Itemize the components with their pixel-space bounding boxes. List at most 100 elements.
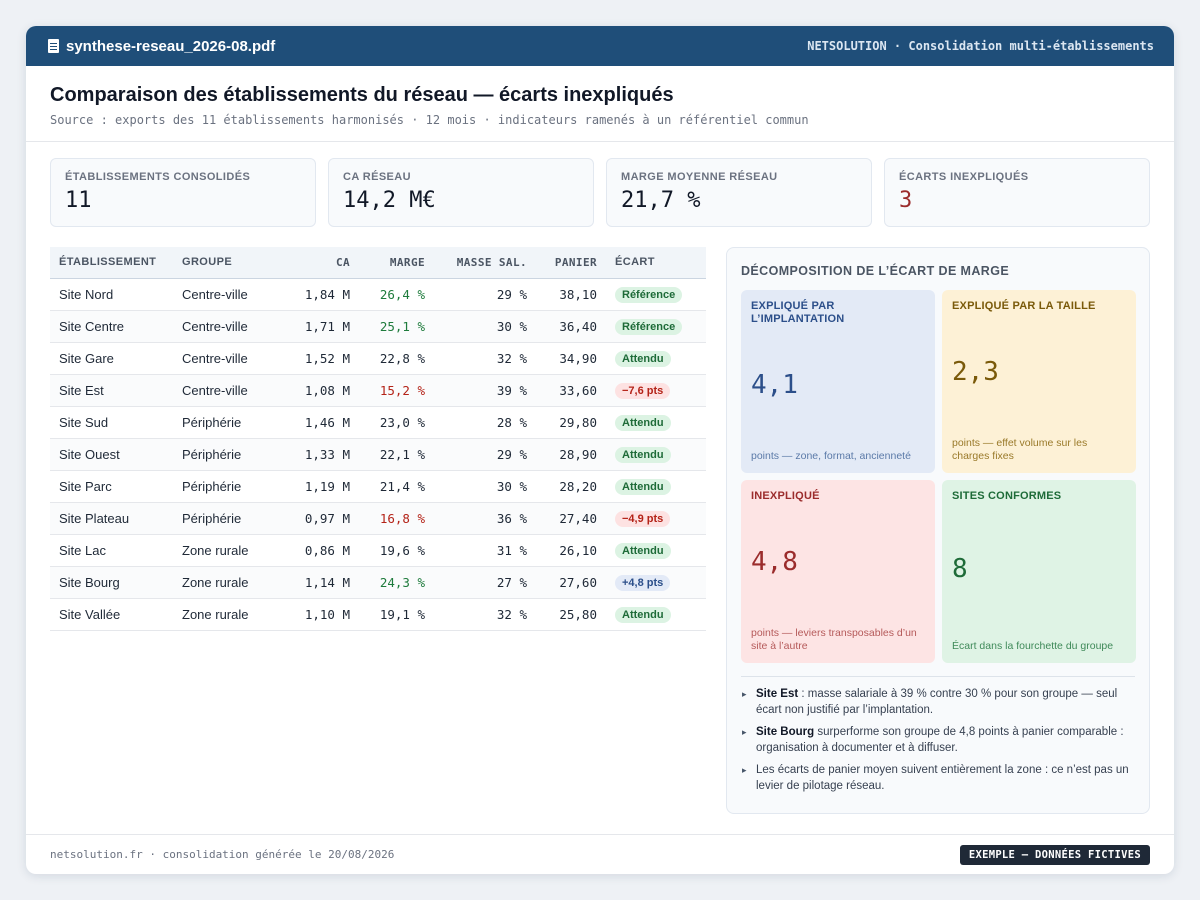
decomposition-panel: DÉCOMPOSITION DE L’ÉCART DE MARGE EXPLIQ… [726, 247, 1150, 814]
analysis-notes: Site Est : masse salariale à 39 % contre… [741, 676, 1135, 794]
decomposition-grid: EXPLIQUÉ PAR L’IMPLANTATION 4,1 points —… [741, 290, 1136, 663]
ecart-badge: −7,6 pts [615, 382, 671, 399]
cell-panier: 26,10 [527, 534, 597, 567]
ecart-badge: Attendu [615, 606, 671, 623]
cell-note: points — leviers transposables d’un site… [751, 627, 917, 652]
ecart-badge: Attendu [615, 446, 671, 463]
sites-table-wrapper: ÉTABLISSEMENT GROUPE CA MARGE MASSE SAL.… [50, 247, 706, 814]
table-row: Site Est Centre-ville 1,08 M 15,2 % 39 % 33,6… [50, 374, 706, 407]
cell-groupe: Zone rurale [182, 534, 282, 567]
cell-ca: 0,86 M [282, 534, 350, 567]
cell-ca: 1,71 M [282, 310, 350, 343]
table-row: Site Bourg Zone rurale 1,14 M 24,3 % 27 % 27,… [50, 566, 706, 599]
table-row: Site Centre Centre-ville 1,71 M 25,1 % 30 % 3… [50, 310, 706, 343]
cell-site: Site Nord [50, 278, 182, 311]
cell-groupe: Centre-ville [182, 310, 282, 343]
sites-table: ÉTABLISSEMENT GROUPE CA MARGE MASSE SAL.… [50, 247, 706, 631]
cell-groupe: Périphérie [182, 438, 282, 471]
col-header-masse: MASSE SAL. [425, 247, 527, 279]
cell-panier: 28,20 [527, 470, 597, 503]
cell-implantation: EXPLIQUÉ PAR L’IMPLANTATION 4,1 points —… [741, 290, 935, 473]
cell-ecart: Attendu [597, 598, 706, 631]
cell-marge: 26,4 % [350, 278, 425, 311]
cell-masse: 36 % [425, 502, 527, 535]
table-row: Site Ouest Périphérie 1,33 M 22,1 % 29 % 28,9… [50, 438, 706, 471]
cell-site: Site Vallée [50, 598, 182, 631]
cell-groupe: Centre-ville [182, 374, 282, 407]
cell-site: Site Plateau [50, 502, 182, 535]
cell-site: Site Bourg [50, 566, 182, 599]
cell-ecart: +4,8 pts [597, 566, 706, 599]
kpi-card-marge: MARGE MOYENNE RÉSEAU 21,7 % [606, 158, 872, 227]
cell-value: 4,1 [751, 370, 798, 400]
cell-ecart: Attendu [597, 534, 706, 567]
cell-marge: 19,6 % [350, 534, 425, 567]
cell-masse: 29 % [425, 278, 527, 311]
cell-masse: 30 % [425, 310, 527, 343]
cell-groupe: Périphérie [182, 470, 282, 503]
table-header-row: ÉTABLISSEMENT GROUPE CA MARGE MASSE SAL.… [50, 247, 706, 279]
cell-panier: 28,90 [527, 438, 597, 471]
cell-conformes: SITES CONFORMES 8 Écart dans la fourchet… [942, 480, 1136, 663]
kpi-label: MARGE MOYENNE RÉSEAU [621, 171, 778, 183]
cell-note: points — zone, format, ancienneté [751, 450, 911, 462]
col-header-panier: PANIER [527, 247, 597, 279]
footer-text: netsolution.fr · consolidation générée l… [50, 848, 395, 861]
cell-groupe: Zone rurale [182, 598, 282, 631]
cell-marge: 25,1 % [350, 310, 425, 343]
cell-site: Site Centre [50, 310, 182, 343]
brand-label: NETSOLUTION · Consolidation multi-établi… [807, 39, 1154, 53]
cell-value: 4,8 [751, 547, 798, 577]
note-item: Site Est : masse salariale à 39 % contre… [741, 686, 1135, 718]
ecart-badge: Attendu [615, 478, 671, 495]
cell-marge: 22,8 % [350, 342, 425, 375]
page-subtitle: Source : exports des 11 établissements h… [50, 113, 809, 127]
cell-taille: EXPLIQUÉ PAR LA TAILLE 2,3 points — effe… [942, 290, 1136, 473]
ecart-badge: Référence [615, 286, 683, 303]
kpi-label: ÉCARTS INEXPLIQUÉS [899, 171, 1029, 183]
cell-label: SITES CONFORMES [952, 490, 1062, 502]
cell-masse: 30 % [425, 470, 527, 503]
fictitious-data-badge: EXEMPLE — DONNÉES FICTIVES [959, 844, 1150, 865]
cell-note: Écart dans la fourchette du groupe [952, 640, 1114, 652]
ecart-badge: −4,9 pts [615, 510, 671, 527]
cell-groupe: Périphérie [182, 502, 282, 535]
kpi-row: ÉTABLISSEMENTS CONSOLIDÉS 11 CA RÉSEAU 1… [26, 142, 1174, 227]
cell-ecart: −7,6 pts [597, 374, 706, 407]
cell-value: 2,3 [952, 357, 999, 387]
table-row: Site Vallée Zone rurale 1,10 M 19,1 % 32 % 25… [50, 598, 706, 631]
cell-panier: 25,80 [527, 598, 597, 631]
page-title: Comparaison des établissements du réseau… [50, 84, 674, 106]
note-item: Les écarts de panier moyen suivent entiè… [741, 762, 1135, 794]
table-row: Site Parc Périphérie 1,19 M 21,4 % 30 % 28,20… [50, 470, 706, 503]
cell-note: points — effet volume sur les charges fi… [952, 437, 1088, 462]
kpi-value: 11 [65, 188, 92, 213]
cell-ecart: Référence [597, 310, 706, 343]
kpi-card-etablissements: ÉTABLISSEMENTS CONSOLIDÉS 11 [50, 158, 316, 227]
note-text: surperforme son groupe de 4,8 points à p… [756, 726, 1124, 754]
cell-ca: 1,08 M [282, 374, 350, 407]
cell-label: INEXPLIQUÉ [751, 490, 820, 502]
cell-masse: 28 % [425, 406, 527, 439]
cell-ca: 1,46 M [282, 406, 350, 439]
note-strong: Site Bourg [756, 726, 815, 738]
cell-marge: 23,0 % [350, 406, 425, 439]
cell-groupe: Zone rurale [182, 566, 282, 599]
ecart-badge: Référence [615, 318, 683, 335]
cell-site: Site Ouest [50, 438, 182, 471]
cell-masse: 29 % [425, 438, 527, 471]
kpi-value: 3 [899, 188, 913, 213]
cell-label: EXPLIQUÉ PAR L’IMPLANTATION [751, 300, 845, 325]
cell-groupe: Centre-ville [182, 342, 282, 375]
note-strong: Site Est [756, 688, 799, 700]
note-text: : masse salariale à 39 % contre 30 % pou… [756, 688, 1118, 716]
file-name: synthese-reseau_2026-08.pdf [66, 37, 276, 55]
main-content: ÉTABLISSEMENT GROUPE CA MARGE MASSE SAL.… [26, 227, 1174, 814]
cell-label: EXPLIQUÉ PAR LA TAILLE [952, 300, 1096, 312]
report-window: synthese-reseau_2026-08.pdf NETSOLUTION … [26, 26, 1174, 874]
note-item: Site Bourg surperforme son groupe de 4,8… [741, 724, 1135, 756]
cell-ecart: Attendu [597, 406, 706, 439]
cell-ecart: Attendu [597, 438, 706, 471]
cell-site: Site Gare [50, 342, 182, 375]
cell-masse: 32 % [425, 598, 527, 631]
